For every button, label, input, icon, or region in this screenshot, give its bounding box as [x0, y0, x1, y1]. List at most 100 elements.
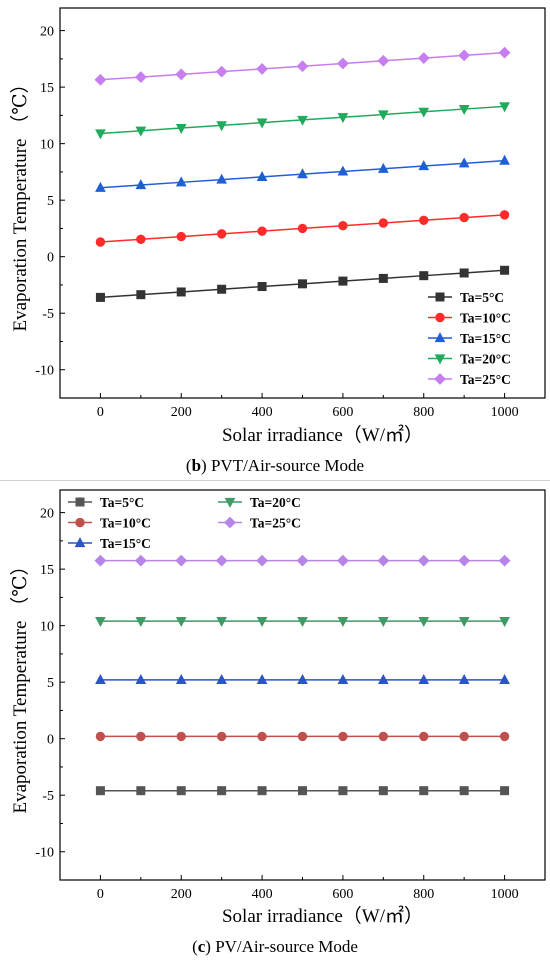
- y-tick-label: 15: [40, 81, 54, 96]
- x-tick-label: 1000: [491, 405, 519, 420]
- x-tick-label: 200: [171, 887, 192, 902]
- data-point: [256, 554, 268, 567]
- data-point: [499, 154, 510, 165]
- data-point: [337, 554, 349, 567]
- legend-marker: [435, 312, 445, 323]
- data-point: [297, 279, 307, 289]
- data-point: [176, 287, 186, 297]
- data-point: [499, 210, 510, 220]
- data-point: [136, 234, 146, 244]
- x-axis-label: Solar irradiance（W/㎡）: [222, 423, 423, 446]
- data-point: [459, 212, 469, 223]
- y-tick-label: 0: [47, 733, 54, 748]
- data-point: [377, 54, 390, 67]
- data-point: [176, 731, 186, 742]
- data-point: [499, 731, 510, 742]
- data-point: [419, 786, 429, 796]
- data-point: [458, 49, 471, 62]
- legend-marker: [434, 332, 446, 343]
- data-point: [378, 731, 389, 742]
- legend-label: Ta=20°C: [460, 352, 511, 367]
- data-point: [216, 674, 227, 684]
- data-point: [378, 273, 388, 283]
- data-point: [498, 46, 511, 59]
- data-point: [216, 173, 227, 184]
- legend-label: Ta=5°C: [460, 290, 504, 305]
- data-point: [297, 731, 308, 742]
- data-point: [500, 265, 510, 275]
- data-point: [419, 731, 429, 742]
- data-point: [217, 284, 227, 294]
- legend: Ta=5°C Ta=10°C Ta=15°C Ta=20°C Ta=25°C: [68, 495, 301, 551]
- data-point: [257, 786, 267, 796]
- data-point: [176, 231, 186, 242]
- data-point: [458, 617, 470, 628]
- data-point: [297, 786, 307, 796]
- data-point: [94, 554, 107, 567]
- data-point: [134, 554, 147, 567]
- data-point: [498, 554, 511, 567]
- data-point: [459, 786, 469, 796]
- x-tick-label: 0: [97, 405, 104, 420]
- data-point: [297, 115, 308, 126]
- data-point: [337, 113, 349, 124]
- figure-caption: (b) PVT/Air-source Mode: [186, 456, 364, 475]
- data-point: [499, 102, 510, 113]
- data-point: [257, 282, 267, 292]
- data-point: [338, 786, 348, 796]
- data-point: [458, 674, 470, 684]
- x-tick-label: 1000: [491, 887, 519, 902]
- data-point: [217, 786, 227, 796]
- data-point: [136, 290, 146, 300]
- legend-marker: [75, 497, 85, 507]
- data-point: [378, 786, 388, 796]
- data-point: [459, 268, 469, 278]
- y-tick-label: 20: [40, 25, 54, 40]
- x-tick-label: 600: [332, 887, 353, 902]
- data-point: [215, 65, 228, 78]
- y-tick-label: 0: [47, 251, 54, 266]
- x-tick-label: 0: [97, 887, 104, 902]
- data-point: [135, 126, 147, 137]
- data-point: [95, 237, 106, 247]
- data-point: [216, 229, 227, 239]
- data-point: [257, 226, 267, 236]
- data-point: [95, 731, 106, 742]
- y-tick-label: -10: [35, 846, 54, 861]
- data-point: [216, 617, 227, 628]
- figure-caption: (c) PV/Air-source Mode: [192, 937, 358, 956]
- x-tick-label: 400: [252, 887, 273, 902]
- data-point: [378, 218, 389, 228]
- data-point: [337, 617, 349, 628]
- legend: Ta=5°C Ta=10°C Ta=15°C Ta=20°C Ta=25°C: [428, 290, 511, 387]
- caption-letter: b: [192, 456, 201, 475]
- data-point: [378, 110, 389, 121]
- y-axis-label: Evaporation Temperature （℃）: [9, 75, 31, 332]
- legend-label: Ta=25°C: [460, 372, 511, 387]
- y-tick-label: 10: [40, 620, 54, 635]
- data-point: [338, 221, 348, 231]
- data-point: [337, 165, 349, 176]
- legend-label: Ta=5°C: [100, 495, 144, 510]
- y-tick-label: -5: [42, 307, 54, 322]
- legend-label: Ta=10°C: [100, 516, 151, 531]
- data-point: [94, 73, 107, 86]
- data-point: [458, 104, 470, 115]
- x-tick-label: 800: [413, 405, 434, 420]
- data-point: [95, 292, 105, 302]
- data-point: [215, 554, 228, 567]
- data-point: [216, 121, 227, 132]
- data-point: [338, 731, 348, 742]
- data-point: [95, 786, 105, 796]
- legend-label: Ta=15°C: [460, 331, 511, 346]
- data-point: [377, 554, 390, 567]
- data-point: [297, 168, 308, 179]
- data-point: [296, 554, 309, 567]
- x-tick-label: 600: [332, 405, 353, 420]
- data-point: [175, 176, 187, 187]
- legend-marker: [434, 354, 446, 365]
- y-tick-label: 10: [40, 138, 54, 153]
- legend-label: Ta=15°C: [100, 536, 151, 551]
- y-tick-label: -10: [35, 364, 54, 379]
